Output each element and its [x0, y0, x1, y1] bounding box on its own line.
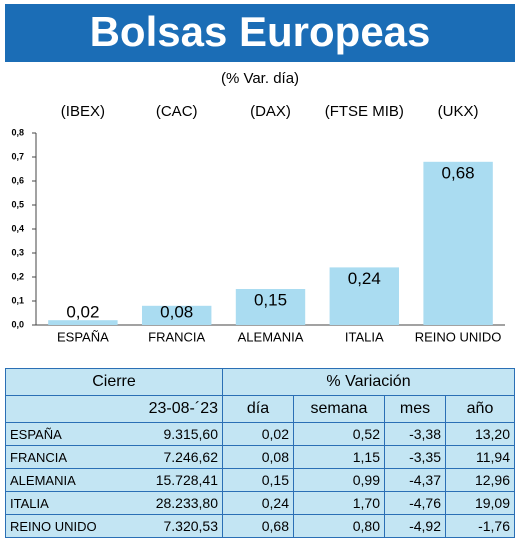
value-label: 0,68	[442, 163, 475, 182]
table-cell: día	[222, 395, 294, 423]
table-cell: ESPAÑA	[5, 422, 119, 446]
bar	[141, 305, 212, 325]
value-label: 0,24	[348, 269, 381, 288]
table-row: ESPAÑA 9.315,60 0,02 0,52 -3,38 13,20	[5, 422, 515, 446]
table-cell: % Variación	[222, 368, 515, 396]
table-cell: FRANCIA	[5, 445, 119, 469]
index-label: (DAX)	[250, 103, 291, 120]
table-row: REINO UNIDO 7.320,53 0,68 0,80 -4,92 -1,76	[5, 514, 515, 538]
data-table: Cierre% Variación 23-08-´23 día semana mes añ…	[5, 368, 515, 538]
table-cell: 11,94	[445, 445, 515, 469]
value-label: 0,02	[66, 302, 99, 321]
y-tick-label: 0,3	[11, 247, 24, 257]
table-cell: 1,15	[293, 445, 385, 469]
index-label: (CAC)	[156, 103, 198, 120]
table-cell: 0,15	[222, 468, 294, 492]
table-cell: año	[445, 395, 515, 423]
table-row: ALEMANIA 15.728,41 0,15 0,99 -4,37 12,96	[5, 468, 515, 492]
y-tick-label: 0,1	[11, 295, 24, 305]
table-cell: 0,80	[293, 514, 385, 538]
y-tick-label: 0,6	[11, 175, 24, 185]
chart-subtitle: (% Var. día)	[221, 70, 299, 87]
table-cell: 7.246,62	[119, 445, 223, 469]
index-label: (FTSE MIB)	[325, 103, 404, 120]
table-cell: 0,99	[293, 468, 385, 492]
table-cell: 12,96	[445, 468, 515, 492]
table-row: FRANCIA 7.246,62 0,08 1,15 -3,35 11,94	[5, 445, 515, 469]
table-cell: -4,76	[384, 491, 446, 515]
table-cell: 13,20	[445, 422, 515, 446]
table-cell: Cierre	[5, 368, 223, 396]
y-tick-label: 0,8	[11, 127, 24, 137]
y-tick-label: 0,5	[11, 199, 24, 209]
table-cell: -3,35	[384, 445, 446, 469]
value-label: 0,15	[254, 290, 287, 309]
index-label: (IBEX)	[61, 103, 105, 120]
bar	[423, 161, 493, 325]
value-label: 0,08	[160, 302, 193, 321]
table-cell: 7.320,53	[119, 514, 223, 538]
chart-title: Bolsas Europeas	[90, 8, 431, 55]
y-tick-label: 0,0	[11, 319, 24, 329]
table-cell: 0,68	[222, 514, 294, 538]
bar	[329, 267, 400, 325]
table-cell: 15.728,41	[119, 468, 223, 492]
table-cell: 1,70	[293, 491, 385, 515]
table-cell: ALEMANIA	[5, 468, 119, 492]
table-cell: 0,08	[222, 445, 294, 469]
table-cell: 19,09	[445, 491, 515, 515]
table-row: ITALIA 28.233,80 0,24 1,70 -4,76 19,09	[5, 491, 515, 515]
table-row: Cierre% Variación	[5, 368, 515, 396]
x-tick-label: ESPAÑA	[57, 329, 109, 344]
table-cell: -3,38	[384, 422, 446, 446]
table-cell: -4,37	[384, 468, 446, 492]
table-cell: 28.233,80	[119, 491, 223, 515]
table-cell: mes	[384, 395, 446, 423]
empty-cell	[5, 395, 119, 423]
index-label: (UKX)	[438, 103, 479, 120]
table-cell: 0,52	[293, 422, 385, 446]
y-tick-label: 0,7	[11, 151, 24, 161]
x-tick-label: REINO UNIDO	[415, 329, 502, 344]
table-cell: 9.315,60	[119, 422, 223, 446]
y-tick-label: 0,4	[11, 223, 24, 233]
table-cell: ITALIA	[5, 491, 119, 515]
table-row: 23-08-´23 día semana mes año	[5, 395, 515, 423]
table-cell: -4,92	[384, 514, 446, 538]
x-tick-label: ALEMANIA	[238, 329, 304, 344]
bar	[235, 289, 306, 325]
chart: Bolsas Europeas (% Var. día) 0,0 0,1 0,2 0,…	[5, 4, 515, 344]
table-cell: REINO UNIDO	[5, 514, 119, 538]
table-cell: 23-08-´23	[119, 395, 223, 423]
bar	[48, 320, 118, 325]
y-tick-label: 0,2	[11, 271, 24, 281]
table-cell: semana	[293, 395, 385, 423]
x-tick-label: FRANCIA	[148, 329, 205, 344]
x-tick-label: ITALIA	[345, 329, 384, 344]
header-band	[5, 4, 515, 62]
table-cell: 0,24	[222, 491, 294, 515]
table-cell: 0,02	[222, 422, 294, 446]
table-cell: -1,76	[445, 514, 515, 538]
